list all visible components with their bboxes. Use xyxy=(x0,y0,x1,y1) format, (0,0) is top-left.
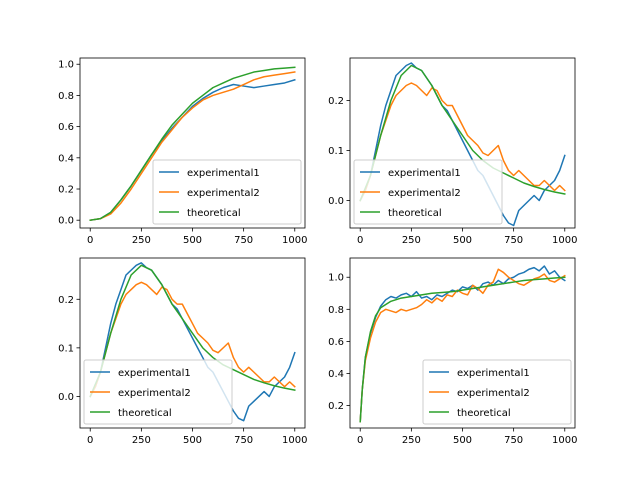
subplot-2: 0 250 500 750 10000.00.10.2experimental1expe… xyxy=(328,57,577,246)
subplot-3-xtick-label: 250 xyxy=(132,435,151,446)
subplot-1: 0 250 500 750 1000 0.0 0.2 0.4 0.6 0.8 1.0 experime… xyxy=(58,57,307,246)
subplot-2-xtick-label: 500 xyxy=(453,235,472,246)
subplot-4-legend-label-experimental1: experimental1 xyxy=(457,368,530,379)
subplot-4-line-experimental1 xyxy=(359,265,566,423)
subplot-2-legend-box xyxy=(353,159,503,225)
subplot-3-legend-label-experimental2: experimental2 xyxy=(118,388,191,399)
subplot-4-line-experimental2 xyxy=(359,268,566,423)
subplot-2-series-group xyxy=(359,62,566,227)
subplot-4-line-theoretical xyxy=(359,276,566,423)
subplot-2-xtick-label: 1000 xyxy=(552,235,577,246)
subplot-2-legend-label-experimental1: experimental1 xyxy=(388,168,461,179)
subplot-3-xtick-label: 0 xyxy=(87,435,93,446)
subplot-2-xtick-label: 750 xyxy=(504,235,523,246)
subplot-4-legend-box xyxy=(422,359,572,425)
subplot-3-line-experimental2 xyxy=(89,281,296,398)
subplot-4-xtick-label: 0 xyxy=(357,435,363,446)
subplot-1-legend: experimental1 experimental2 theoretical xyxy=(152,159,302,225)
subplot-4-legend-label-experimental2: experimental2 xyxy=(457,388,530,399)
subplot-1-line-experimental2 xyxy=(89,71,296,222)
subplot-2-legend-label-experimental2: experimental2 xyxy=(388,188,461,199)
subplot-3-legend-label-theoretical: theoretical xyxy=(118,408,172,419)
subplot-2-line-theoretical xyxy=(359,64,566,202)
subplot-4-xtick-label: 250 xyxy=(402,435,421,446)
subplot-2-ytick-label: 0.1 xyxy=(328,146,344,157)
subplot-3-legend-box xyxy=(83,359,233,425)
subplot-2-ytick-label: 0.2 xyxy=(328,96,344,107)
subplot-2-ytick-label: 0.0 xyxy=(328,196,344,207)
subplot-4: 0 250 500 750 1000 0.2 0.4 0.6 0.8 1.0 experimenta… xyxy=(328,257,577,446)
subplot-4-xtick-label: 1000 xyxy=(552,435,577,446)
subplot-4-legend: experimental1 experimental2 theoretical xyxy=(422,359,572,425)
subplot-2-line-experimental2 xyxy=(359,82,566,202)
subplot-4-series-group xyxy=(359,265,566,423)
subplot-1-ytick-label: 0.6 xyxy=(58,122,74,133)
subplot-1-xtick-label: 250 xyxy=(132,235,151,246)
subplot-1-legend-label-experimental1: experimental1 xyxy=(187,168,260,179)
subplot-3-line-experimental1 xyxy=(89,262,296,422)
subplot-3: 0 250 500 750 10000.00.10.2experimental1expe… xyxy=(58,257,307,446)
subplot-1-ytick-label: 1.0 xyxy=(58,60,74,71)
subplot-2-legend: experimental1 experimental2 theoretical xyxy=(353,159,503,225)
subplot-1-ytick-label: 0.0 xyxy=(58,216,74,227)
subplot-1-xtick-label: 1000 xyxy=(282,235,307,246)
subplot-2-line-experimental1 xyxy=(359,62,566,227)
subplot-1-ytick-label: 0.4 xyxy=(58,153,74,164)
subplot-2-xtick-label: 0 xyxy=(357,235,363,246)
subplot-1-xtick-label: 750 xyxy=(234,235,253,246)
subplot-3-ytick-label: 0.0 xyxy=(58,392,74,403)
subplot-2-legend-label-theoretical: theoretical xyxy=(388,208,442,219)
subplot-1-series-group xyxy=(89,66,296,222)
subplot-1-legend-label-theoretical: theoretical xyxy=(187,208,241,219)
subplot-3-legend-label-experimental1: experimental1 xyxy=(118,368,191,379)
subplot-4-ytick-label: 0.8 xyxy=(328,305,344,316)
subplot-1-legend-label-experimental2: experimental2 xyxy=(187,188,260,199)
subplot-2-xtick-label: 250 xyxy=(402,235,421,246)
subplot-3-ytick-label: 0.1 xyxy=(58,343,74,354)
subplot-3-xtick-label: 500 xyxy=(183,435,202,446)
subplot-3-series-group xyxy=(89,262,296,422)
subplot-3-ytick-label: 0.2 xyxy=(58,295,74,306)
subplot-3-legend: experimental1 experimental2 theoretical xyxy=(83,359,233,425)
subplot-3-xtick-label: 750 xyxy=(234,435,253,446)
subplot-1-xtick-label: 500 xyxy=(183,235,202,246)
subplot-1-line-theoretical xyxy=(89,66,296,222)
subplot-3-xtick-label: 1000 xyxy=(282,435,307,446)
subplot-4-ytick-label: 0.2 xyxy=(328,401,344,412)
subplot-1-xtick-label: 0 xyxy=(87,235,93,246)
subplot-1-legend-box xyxy=(152,159,302,225)
subplot-4-ytick-label: 0.4 xyxy=(328,369,344,380)
subplot-4-legend-label-theoretical: theoretical xyxy=(457,408,511,419)
subplot-1-ytick-label: 0.2 xyxy=(58,185,74,196)
subplot-1-ytick-label: 0.8 xyxy=(58,91,74,102)
subplot-4-ytick-label: 1.0 xyxy=(328,273,344,284)
subplot-3-line-theoretical xyxy=(89,264,296,398)
subplot-4-xtick-label: 500 xyxy=(453,435,472,446)
subplot-4-ytick-label: 0.6 xyxy=(328,337,344,348)
subplot-4-xtick-label: 750 xyxy=(504,435,523,446)
